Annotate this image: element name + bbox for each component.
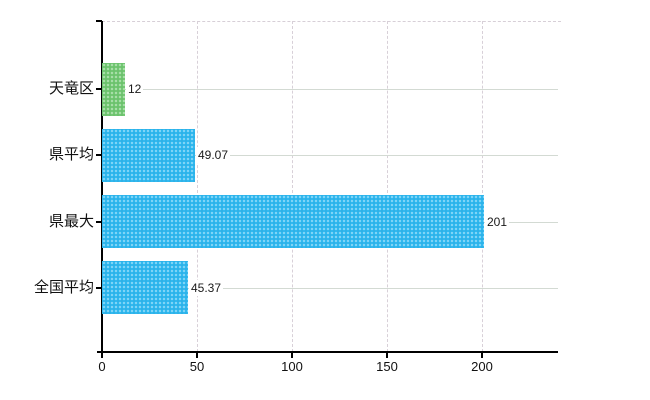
bar-value-label: 201 [485, 214, 510, 230]
y-axis-top-tick [96, 20, 102, 22]
bar-value-label: 45.37 [189, 280, 224, 296]
bar-全国平均 [102, 261, 188, 314]
y-axis-tick [96, 287, 102, 289]
bar-value-label: 49.07 [196, 147, 231, 163]
x-axis-tick [481, 352, 483, 358]
x-axis-tick-label: 150 [376, 359, 398, 374]
bar-県平均 [102, 129, 195, 182]
plot-top-border [102, 21, 561, 22]
x-axis-tick-label: 100 [281, 359, 303, 374]
x-axis [97, 351, 558, 353]
x-axis-tick-label: 200 [471, 359, 493, 374]
category-label: 県平均 [48, 146, 94, 163]
y-gridline [102, 155, 558, 156]
y-gridline [102, 89, 558, 90]
x-gridline [387, 21, 388, 352]
x-axis-tick [196, 352, 198, 358]
bar-天竜区 [102, 63, 125, 116]
x-axis-tick-label: 50 [189, 359, 205, 374]
y-axis-tick [96, 221, 102, 223]
category-label: 全国平均 [33, 279, 94, 296]
category-label: 天竜区 [48, 80, 94, 97]
x-gridline [482, 21, 483, 352]
bar-value-label: 12 [126, 81, 144, 97]
y-axis-tick [96, 154, 102, 156]
x-axis-tick-label: 0 [98, 359, 106, 374]
bar-県最大 [102, 195, 484, 248]
category-label: 県最大 [48, 213, 94, 230]
y-axis-tick [96, 88, 102, 90]
x-gridline [292, 21, 293, 352]
x-axis-tick [386, 352, 388, 358]
x-gridline [197, 21, 198, 352]
x-axis-tick [291, 352, 293, 358]
y-axis [101, 21, 103, 352]
y-gridline [102, 288, 558, 289]
x-axis-tick [101, 352, 103, 358]
